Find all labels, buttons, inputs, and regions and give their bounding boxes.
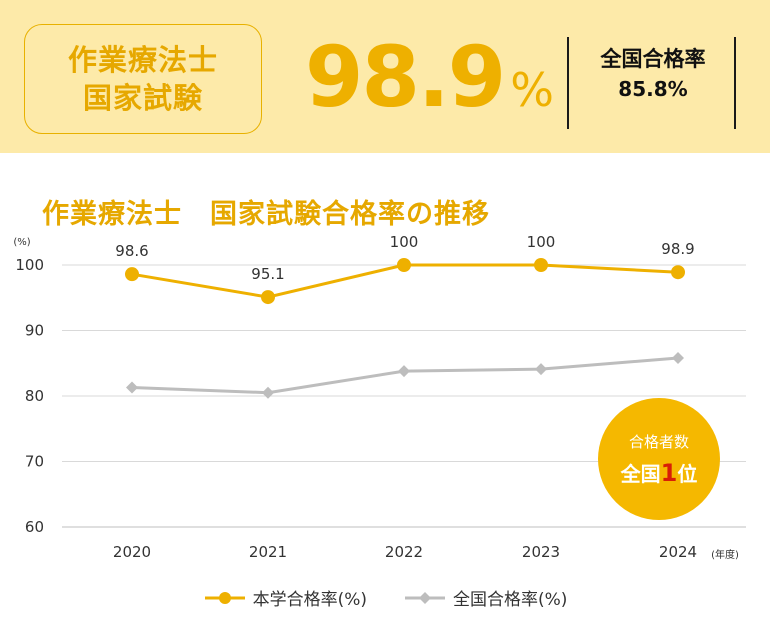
legend-school-label: 本学合格率(%): [252, 590, 367, 610]
rank-badge-post: 位: [677, 462, 698, 486]
exam-name-line2: 国家試験: [82, 81, 203, 115]
divider-right: [734, 37, 736, 129]
series-1-point-2022: [398, 365, 410, 378]
series-1-point-2024: [672, 352, 684, 365]
series-0-data-label-2022: 100: [390, 233, 419, 251]
rank-badge-rank: 全国 1 位: [621, 458, 698, 487]
series-0-data-label-2021: 95.1: [251, 265, 284, 283]
series-0-point-2022: [397, 258, 411, 272]
national-pass-rate-label: 全国合格率: [600, 47, 706, 71]
national-pass-rate-value: 85.8%: [618, 77, 688, 101]
legend-item-school: 本学合格率(%): [203, 585, 367, 610]
series-0-data-label-2023: 100: [527, 233, 556, 251]
x-tick-label-2024: 2024: [659, 543, 697, 561]
series-0-point-2020: [125, 267, 139, 282]
rank-badge-number: 1: [660, 459, 678, 487]
chart-legend: 本学合格率(%) 全国合格率(%): [0, 585, 770, 610]
legend-national-marker: [405, 591, 445, 604]
series-0-point-2023: [534, 258, 548, 272]
legend-national-label: 全国合格率(%): [453, 590, 568, 610]
y-axis-unit: (%): [13, 237, 30, 248]
series-0-data-label-2024: 98.9: [661, 240, 694, 258]
y-tick-label-80: 80: [25, 387, 44, 405]
exam-name-box: 作業療法士 国家試験: [24, 24, 262, 134]
rank-badge: 合格者数 全国 1 位: [598, 398, 720, 520]
series-1-point-2021: [262, 386, 274, 399]
school-pass-rate-unit: %: [510, 63, 554, 117]
x-tick-label-2023: 2023: [522, 543, 560, 561]
divider-left: [567, 37, 569, 129]
chart-title: 作業療法士 国家試験合格率の推移: [42, 199, 490, 230]
x-axis-unit: (年度): [711, 548, 739, 561]
series-0-point-2021: [261, 290, 275, 305]
rank-badge-pre: 全国: [620, 462, 661, 486]
series-1-point-2020: [126, 381, 138, 394]
x-tick-label-2020: 2020: [113, 543, 151, 561]
y-tick-label-90: 90: [25, 322, 44, 340]
y-tick-label-60: 60: [25, 518, 44, 536]
series-0-data-label-2020: 98.6: [115, 242, 148, 260]
y-tick-label-100: 100: [15, 256, 44, 274]
y-tick-label-70: 70: [25, 453, 44, 471]
national-pass-rate-box: 全国合格率 85.8%: [570, 44, 736, 104]
x-tick-label-2021: 2021: [249, 543, 287, 561]
legend-school-marker: [204, 591, 245, 604]
series-0-point-2024: [671, 265, 685, 280]
rank-badge-label: 合格者数: [628, 433, 689, 451]
series-1-point-2023: [535, 363, 547, 376]
school-pass-rate-value: 98.9: [305, 28, 506, 126]
legend-item-national: 全国合格率(%): [403, 585, 567, 610]
exam-name-line1: 作業療法士: [67, 43, 218, 77]
school-pass-rate: 98.9 %: [305, 28, 554, 126]
x-tick-label-2022: 2022: [385, 543, 423, 561]
